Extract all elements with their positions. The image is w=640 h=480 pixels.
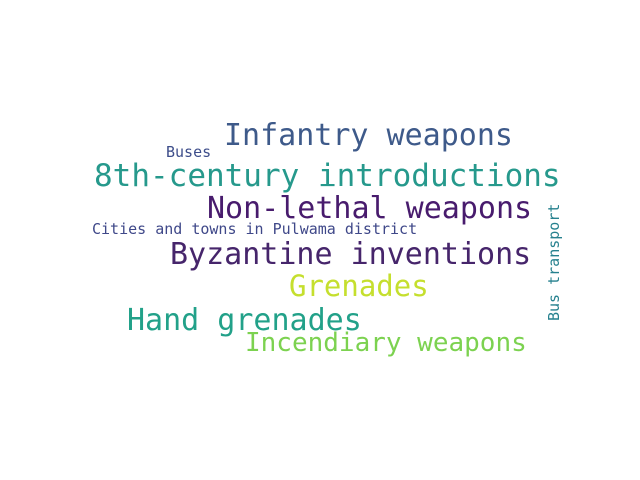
word-8th-century-introductions: 8th-century introductions: [94, 158, 561, 194]
word-incendiary-weapons: Incendiary weapons: [245, 328, 527, 358]
word-infantry-weapons: Infantry weapons: [224, 118, 513, 153]
word-buses: Buses: [166, 143, 212, 161]
word-byzantine-inventions: Byzantine inventions: [170, 237, 532, 272]
word-grenades: Grenades: [289, 269, 429, 303]
word-non-lethal-weapons: Non-lethal weapons: [207, 191, 533, 226]
word-cities-towns-pulwama: Cities and towns in Pulwama district: [92, 220, 418, 238]
word-bus-transport: Bus transport: [545, 203, 563, 321]
word-hand-grenades: Hand grenades: [127, 303, 362, 338]
